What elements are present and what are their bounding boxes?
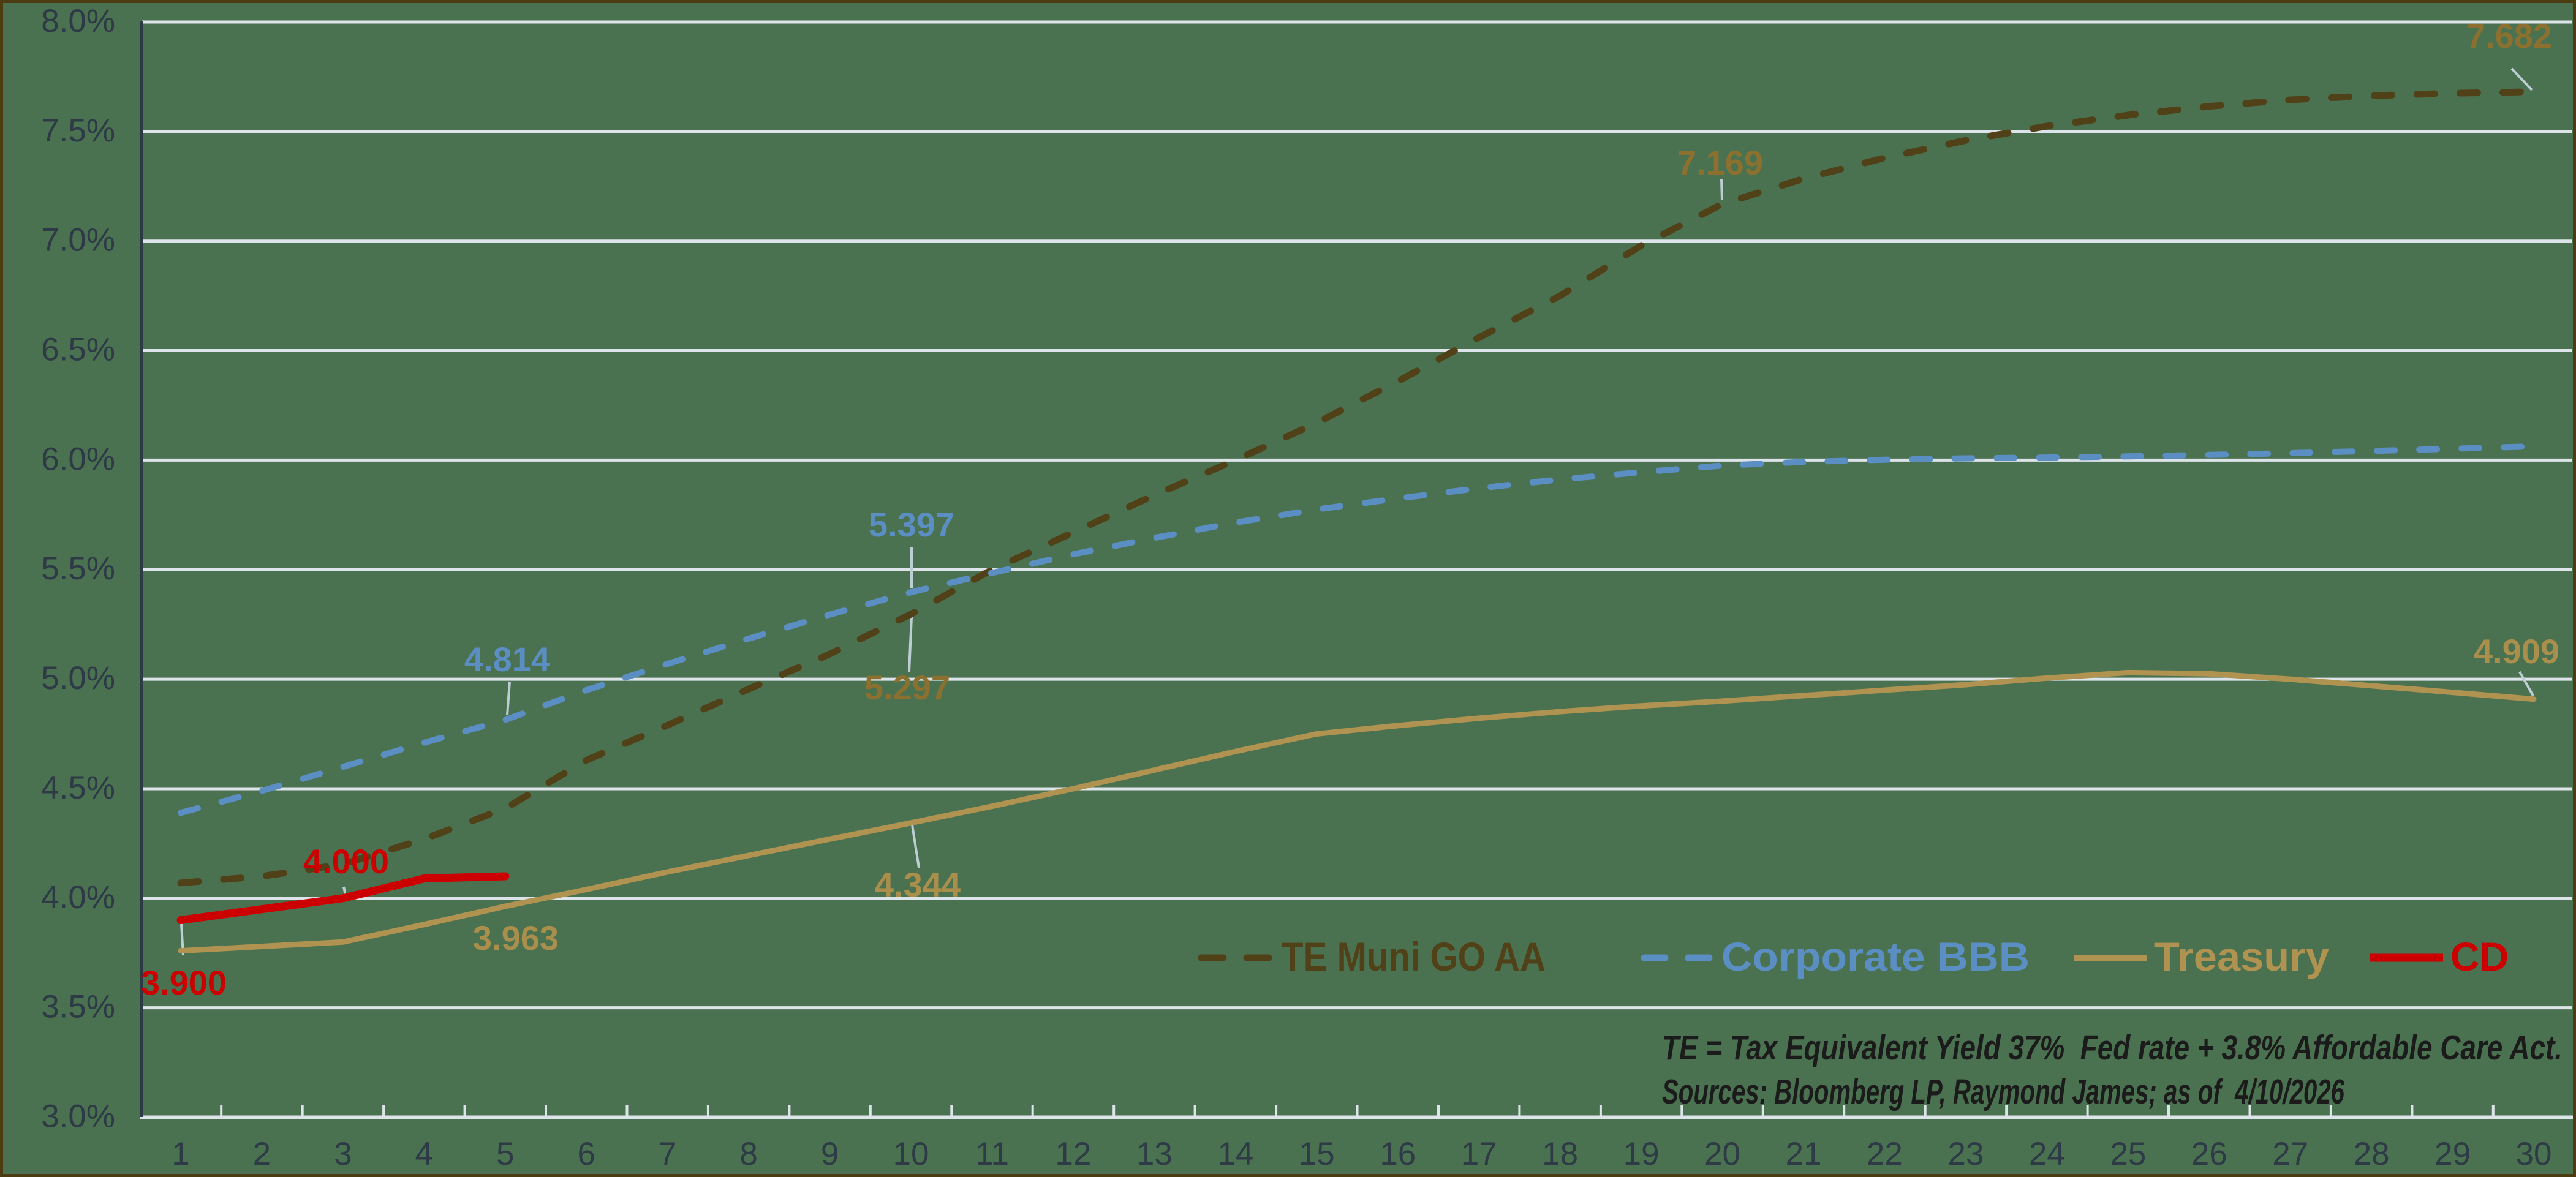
svg-text:6: 6 xyxy=(577,1136,595,1172)
svg-text:4.909: 4.909 xyxy=(2474,632,2559,671)
svg-text:4.0%: 4.0% xyxy=(41,879,115,916)
svg-text:4.5%: 4.5% xyxy=(41,770,115,806)
svg-text:2: 2 xyxy=(253,1136,271,1172)
svg-text:4.344: 4.344 xyxy=(875,865,961,904)
svg-text:5.297: 5.297 xyxy=(864,668,950,707)
svg-text:5.0%: 5.0% xyxy=(41,660,115,696)
svg-text:7.0%: 7.0% xyxy=(41,222,115,258)
svg-text:TE = Tax Equivalent Yield 37%: TE = Tax Equivalent Yield 37% Fed rate +… xyxy=(1662,1028,2563,1067)
svg-text:Sources: Bloomberg LP, Raymond: Sources: Bloomberg LP, Raymond James; as… xyxy=(1662,1072,2344,1111)
svg-text:25: 25 xyxy=(2110,1136,2146,1172)
svg-text:27: 27 xyxy=(2272,1136,2308,1172)
svg-text:28: 28 xyxy=(2354,1136,2390,1172)
svg-text:18: 18 xyxy=(1542,1136,1578,1172)
svg-text:Corporate BBB: Corporate BBB xyxy=(1721,934,2030,979)
svg-text:4.814: 4.814 xyxy=(464,640,550,679)
svg-text:6.5%: 6.5% xyxy=(41,332,115,368)
svg-text:7.169: 7.169 xyxy=(1677,143,1763,182)
svg-text:5.5%: 5.5% xyxy=(41,551,115,587)
svg-text:Treasury: Treasury xyxy=(2154,934,2329,979)
svg-text:3.900: 3.900 xyxy=(141,963,227,1002)
svg-text:15: 15 xyxy=(1299,1136,1335,1172)
svg-text:23: 23 xyxy=(1947,1136,1984,1172)
svg-text:9: 9 xyxy=(821,1136,839,1172)
svg-text:17: 17 xyxy=(1461,1136,1497,1172)
svg-text:5.397: 5.397 xyxy=(869,505,954,544)
svg-text:26: 26 xyxy=(2191,1136,2227,1172)
svg-text:22: 22 xyxy=(1867,1136,1903,1172)
svg-text:3.963: 3.963 xyxy=(473,919,559,957)
svg-text:12: 12 xyxy=(1055,1136,1091,1172)
svg-text:7.5%: 7.5% xyxy=(41,113,115,149)
svg-text:3.0%: 3.0% xyxy=(41,1099,115,1135)
svg-text:4: 4 xyxy=(415,1136,433,1172)
svg-text:8.0%: 8.0% xyxy=(41,3,115,39)
svg-text:4.000: 4.000 xyxy=(303,842,389,881)
svg-text:8: 8 xyxy=(739,1136,757,1172)
svg-text:7: 7 xyxy=(659,1136,676,1172)
svg-text:21: 21 xyxy=(1786,1136,1822,1172)
svg-text:1: 1 xyxy=(172,1136,189,1172)
svg-text:16: 16 xyxy=(1380,1136,1416,1172)
svg-text:CD: CD xyxy=(2450,934,2509,979)
svg-text:20: 20 xyxy=(1704,1136,1740,1172)
svg-text:10: 10 xyxy=(893,1136,929,1172)
svg-text:13: 13 xyxy=(1136,1136,1173,1172)
svg-text:14: 14 xyxy=(1217,1136,1253,1172)
svg-text:6.0%: 6.0% xyxy=(41,441,115,477)
svg-text:3: 3 xyxy=(334,1136,352,1172)
svg-text:19: 19 xyxy=(1623,1136,1660,1172)
svg-text:24: 24 xyxy=(2029,1136,2065,1172)
svg-text:7.682: 7.682 xyxy=(2466,17,2552,55)
svg-text:29: 29 xyxy=(2434,1136,2471,1172)
svg-text:11: 11 xyxy=(975,1136,1009,1172)
svg-text:TE Muni GO AA: TE Muni GO AA xyxy=(1282,934,1546,979)
svg-text:3.5%: 3.5% xyxy=(41,989,115,1025)
svg-text:5: 5 xyxy=(496,1136,514,1172)
svg-text:30: 30 xyxy=(2516,1136,2552,1172)
